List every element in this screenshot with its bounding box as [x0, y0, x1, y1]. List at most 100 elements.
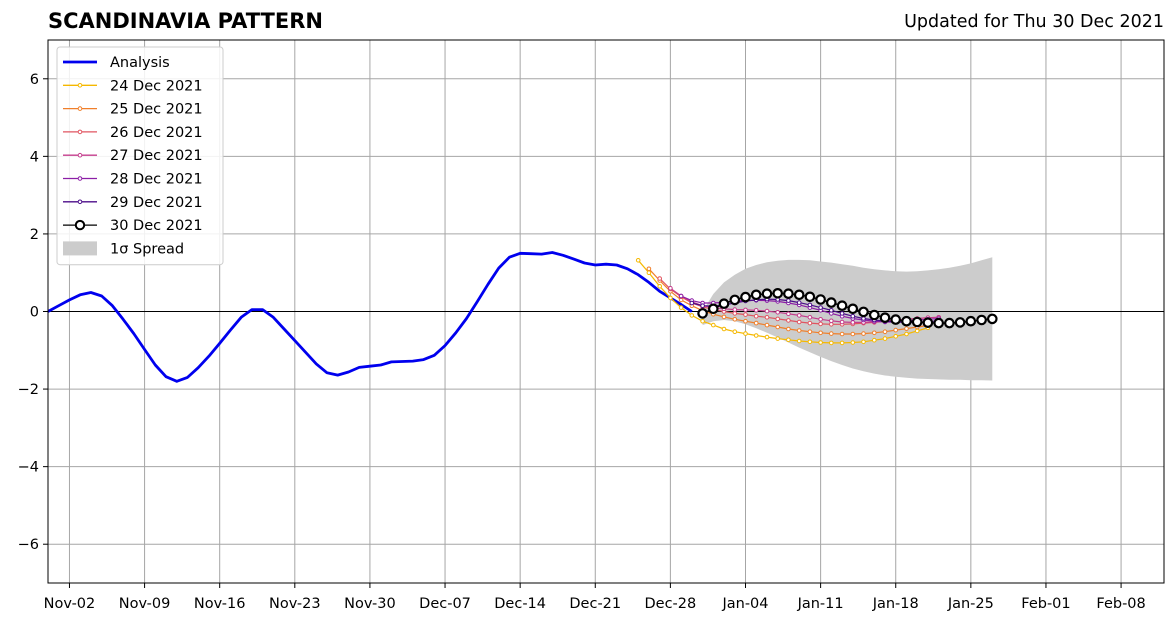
- forecast-point: [839, 311, 845, 316]
- forecast-point: [775, 316, 781, 322]
- forecast-point: [882, 336, 888, 341]
- legend-box: [56, 46, 224, 266]
- forecast-point: [868, 309, 880, 321]
- forecast-point: [721, 314, 727, 320]
- forecast-point: [753, 333, 759, 338]
- forecast-point: [804, 291, 816, 303]
- forecast-point: [850, 313, 856, 319]
- forecast-point: [829, 340, 834, 346]
- x-tick-label: Dec-21: [569, 596, 621, 612]
- legend-swatch-marker: [77, 129, 83, 135]
- forecast-point: [807, 302, 813, 308]
- forecast-point: [689, 300, 695, 306]
- forecast-point: [818, 321, 823, 327]
- forecast-point: [657, 276, 663, 281]
- forecast-point: [718, 298, 730, 309]
- legend-label: 27 Dec 2021: [110, 148, 203, 164]
- forecast-point: [829, 308, 834, 313]
- forecast-point: [721, 326, 727, 332]
- forecast-point: [732, 307, 738, 312]
- x-tick-label: Jan-11: [797, 596, 844, 612]
- legend-swatch-marker: [77, 199, 83, 205]
- forecast-point: [743, 312, 748, 317]
- chart-subtitle: Updated for Thu 30 Dec 2021: [904, 12, 1164, 32]
- forecast-point: [904, 331, 909, 337]
- forecast-point: [893, 327, 899, 333]
- forecast-point: [657, 284, 663, 289]
- y-tick-label: −2: [18, 382, 39, 398]
- legend-label: 1σ Spread: [110, 241, 184, 257]
- forecast-point: [954, 317, 966, 328]
- forecast-point: [829, 318, 834, 324]
- legend-swatch-marker: [77, 83, 83, 88]
- forecast-point: [646, 266, 652, 272]
- forecast-point: [807, 320, 813, 326]
- x-tick-label: Feb-08: [1096, 596, 1145, 612]
- x-tick-label: Nov-02: [44, 596, 96, 612]
- x-tick-label: Jan-04: [721, 596, 768, 612]
- forecast-point: [732, 317, 738, 322]
- forecast-point: [775, 310, 781, 315]
- forecast-point: [818, 340, 823, 345]
- forecast-point: [732, 311, 738, 316]
- forecast-point: [890, 314, 901, 325]
- forecast-point: [678, 293, 684, 299]
- forecast-line: [637, 259, 929, 344]
- forecast-point: [764, 308, 770, 314]
- legend-label: 28 Dec 2021: [110, 172, 203, 188]
- forecast-point: [700, 318, 705, 324]
- forecast-point: [783, 288, 794, 299]
- forecast-point: [914, 328, 920, 334]
- forecast-point: [796, 313, 802, 318]
- forecast-point: [743, 318, 748, 324]
- forecast-point: [796, 300, 802, 305]
- forecast-point: [882, 329, 888, 335]
- x-tick-label: Feb-01: [1021, 596, 1070, 612]
- forecast-point: [825, 297, 837, 308]
- y-axis: −6 −4 −2 0 2 4 6: [18, 72, 48, 553]
- chart-title: SCANDINAVIA PATTERN: [48, 9, 323, 33]
- forecast-point: [872, 330, 877, 336]
- forecast-point: [839, 340, 845, 346]
- y-tick-label: 2: [30, 227, 39, 243]
- x-tick-label: Dec-07: [419, 596, 471, 612]
- forecast-point: [786, 326, 791, 332]
- analysis-line: [47, 251, 693, 383]
- y-tick-label: 0: [30, 305, 39, 321]
- forecast-point: [944, 317, 955, 329]
- forecast-point: [729, 294, 741, 306]
- forecast-point: [753, 313, 759, 319]
- forecast-point: [764, 334, 770, 340]
- forecast-point: [836, 300, 848, 311]
- forecast-series-7: [697, 287, 998, 329]
- forecast-point: [986, 313, 998, 325]
- legend-swatch-marker: [77, 152, 83, 158]
- forecast-point: [839, 331, 845, 337]
- forecast-point: [796, 319, 802, 325]
- forecast-point: [796, 338, 802, 344]
- x-tick-label: Jan-25: [947, 596, 994, 612]
- legend-label: 25 Dec 2021: [110, 102, 203, 118]
- y-tick-label: 4: [30, 149, 39, 165]
- forecast-point: [772, 287, 783, 299]
- forecast-point: [635, 258, 641, 263]
- forecast-point: [861, 316, 866, 321]
- forecast-point: [786, 337, 791, 343]
- forecast-point: [911, 316, 923, 328]
- forecast-point: [807, 339, 813, 345]
- forecast-point: [904, 326, 909, 331]
- legend-label: 26 Dec 2021: [110, 125, 203, 141]
- legend-swatch-marker: [74, 219, 86, 231]
- forecast-point: [753, 308, 759, 313]
- forecast-point: [764, 315, 770, 320]
- forecast-point: [893, 334, 899, 339]
- forecast-point: [786, 298, 791, 303]
- forecast-point: [700, 303, 705, 309]
- forecast-point: [743, 307, 748, 313]
- forecast-point: [839, 319, 845, 325]
- x-tick-label: Nov-30: [344, 596, 396, 612]
- legend-label: 24 Dec 2021: [110, 78, 203, 94]
- forecast-point: [668, 295, 673, 301]
- y-tick-label: −6: [18, 537, 39, 553]
- x-tick-label: Nov-23: [269, 596, 321, 612]
